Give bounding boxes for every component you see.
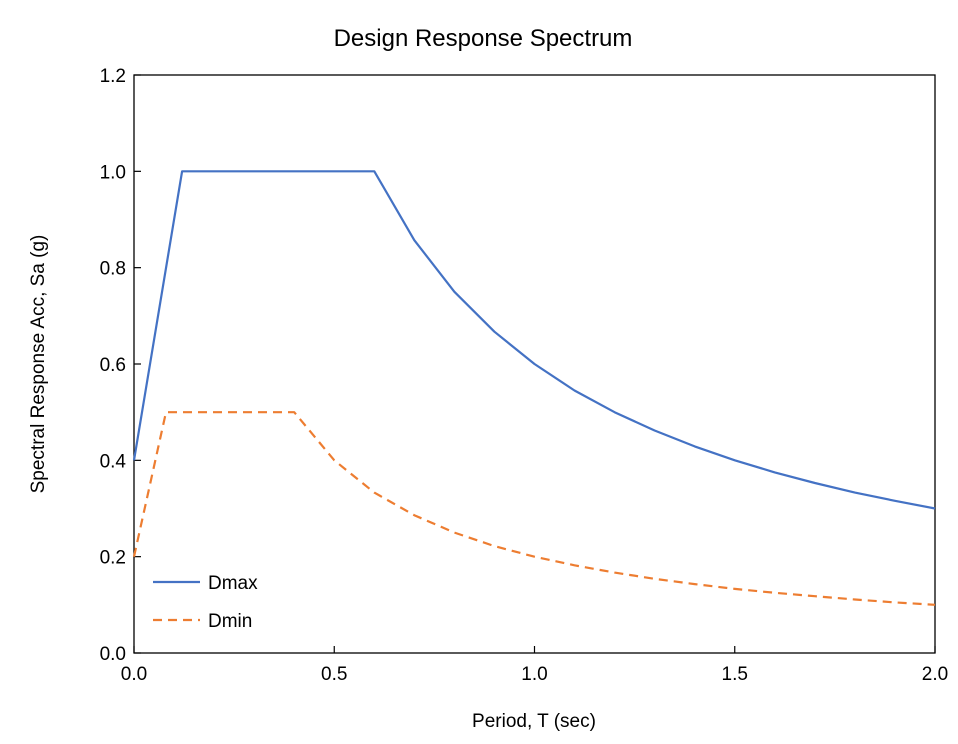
y-tick-label: 0.4 [100, 451, 127, 472]
x-tick-label: 2.0 [922, 664, 948, 685]
x-tick-label: 1.5 [722, 664, 748, 685]
x-tick-label: 0.0 [121, 664, 147, 685]
legend-label-dmin: Dmin [208, 611, 252, 632]
x-tick-label: 0.5 [321, 664, 347, 685]
x-axis-label: Period, T (sec) [472, 711, 596, 732]
y-tick-label: 0.2 [100, 548, 126, 569]
y-tick-label: 1.2 [100, 66, 126, 87]
y-axis-label: Spectral Response Acc, Sa (g) [28, 235, 49, 494]
y-tick-label: 0.0 [100, 644, 126, 665]
legend-label-dmax: Dmax [208, 573, 258, 594]
y-tick-label: 0.6 [100, 355, 126, 376]
chart-title: Design Response Spectrum [334, 25, 633, 52]
y-tick-label: 1.0 [100, 162, 126, 183]
series-line-dmax [132, 170, 936, 510]
x-tick-label: 1.0 [521, 664, 547, 685]
series-line-dmin [132, 411, 936, 606]
y-tick-label: 0.8 [100, 259, 126, 280]
